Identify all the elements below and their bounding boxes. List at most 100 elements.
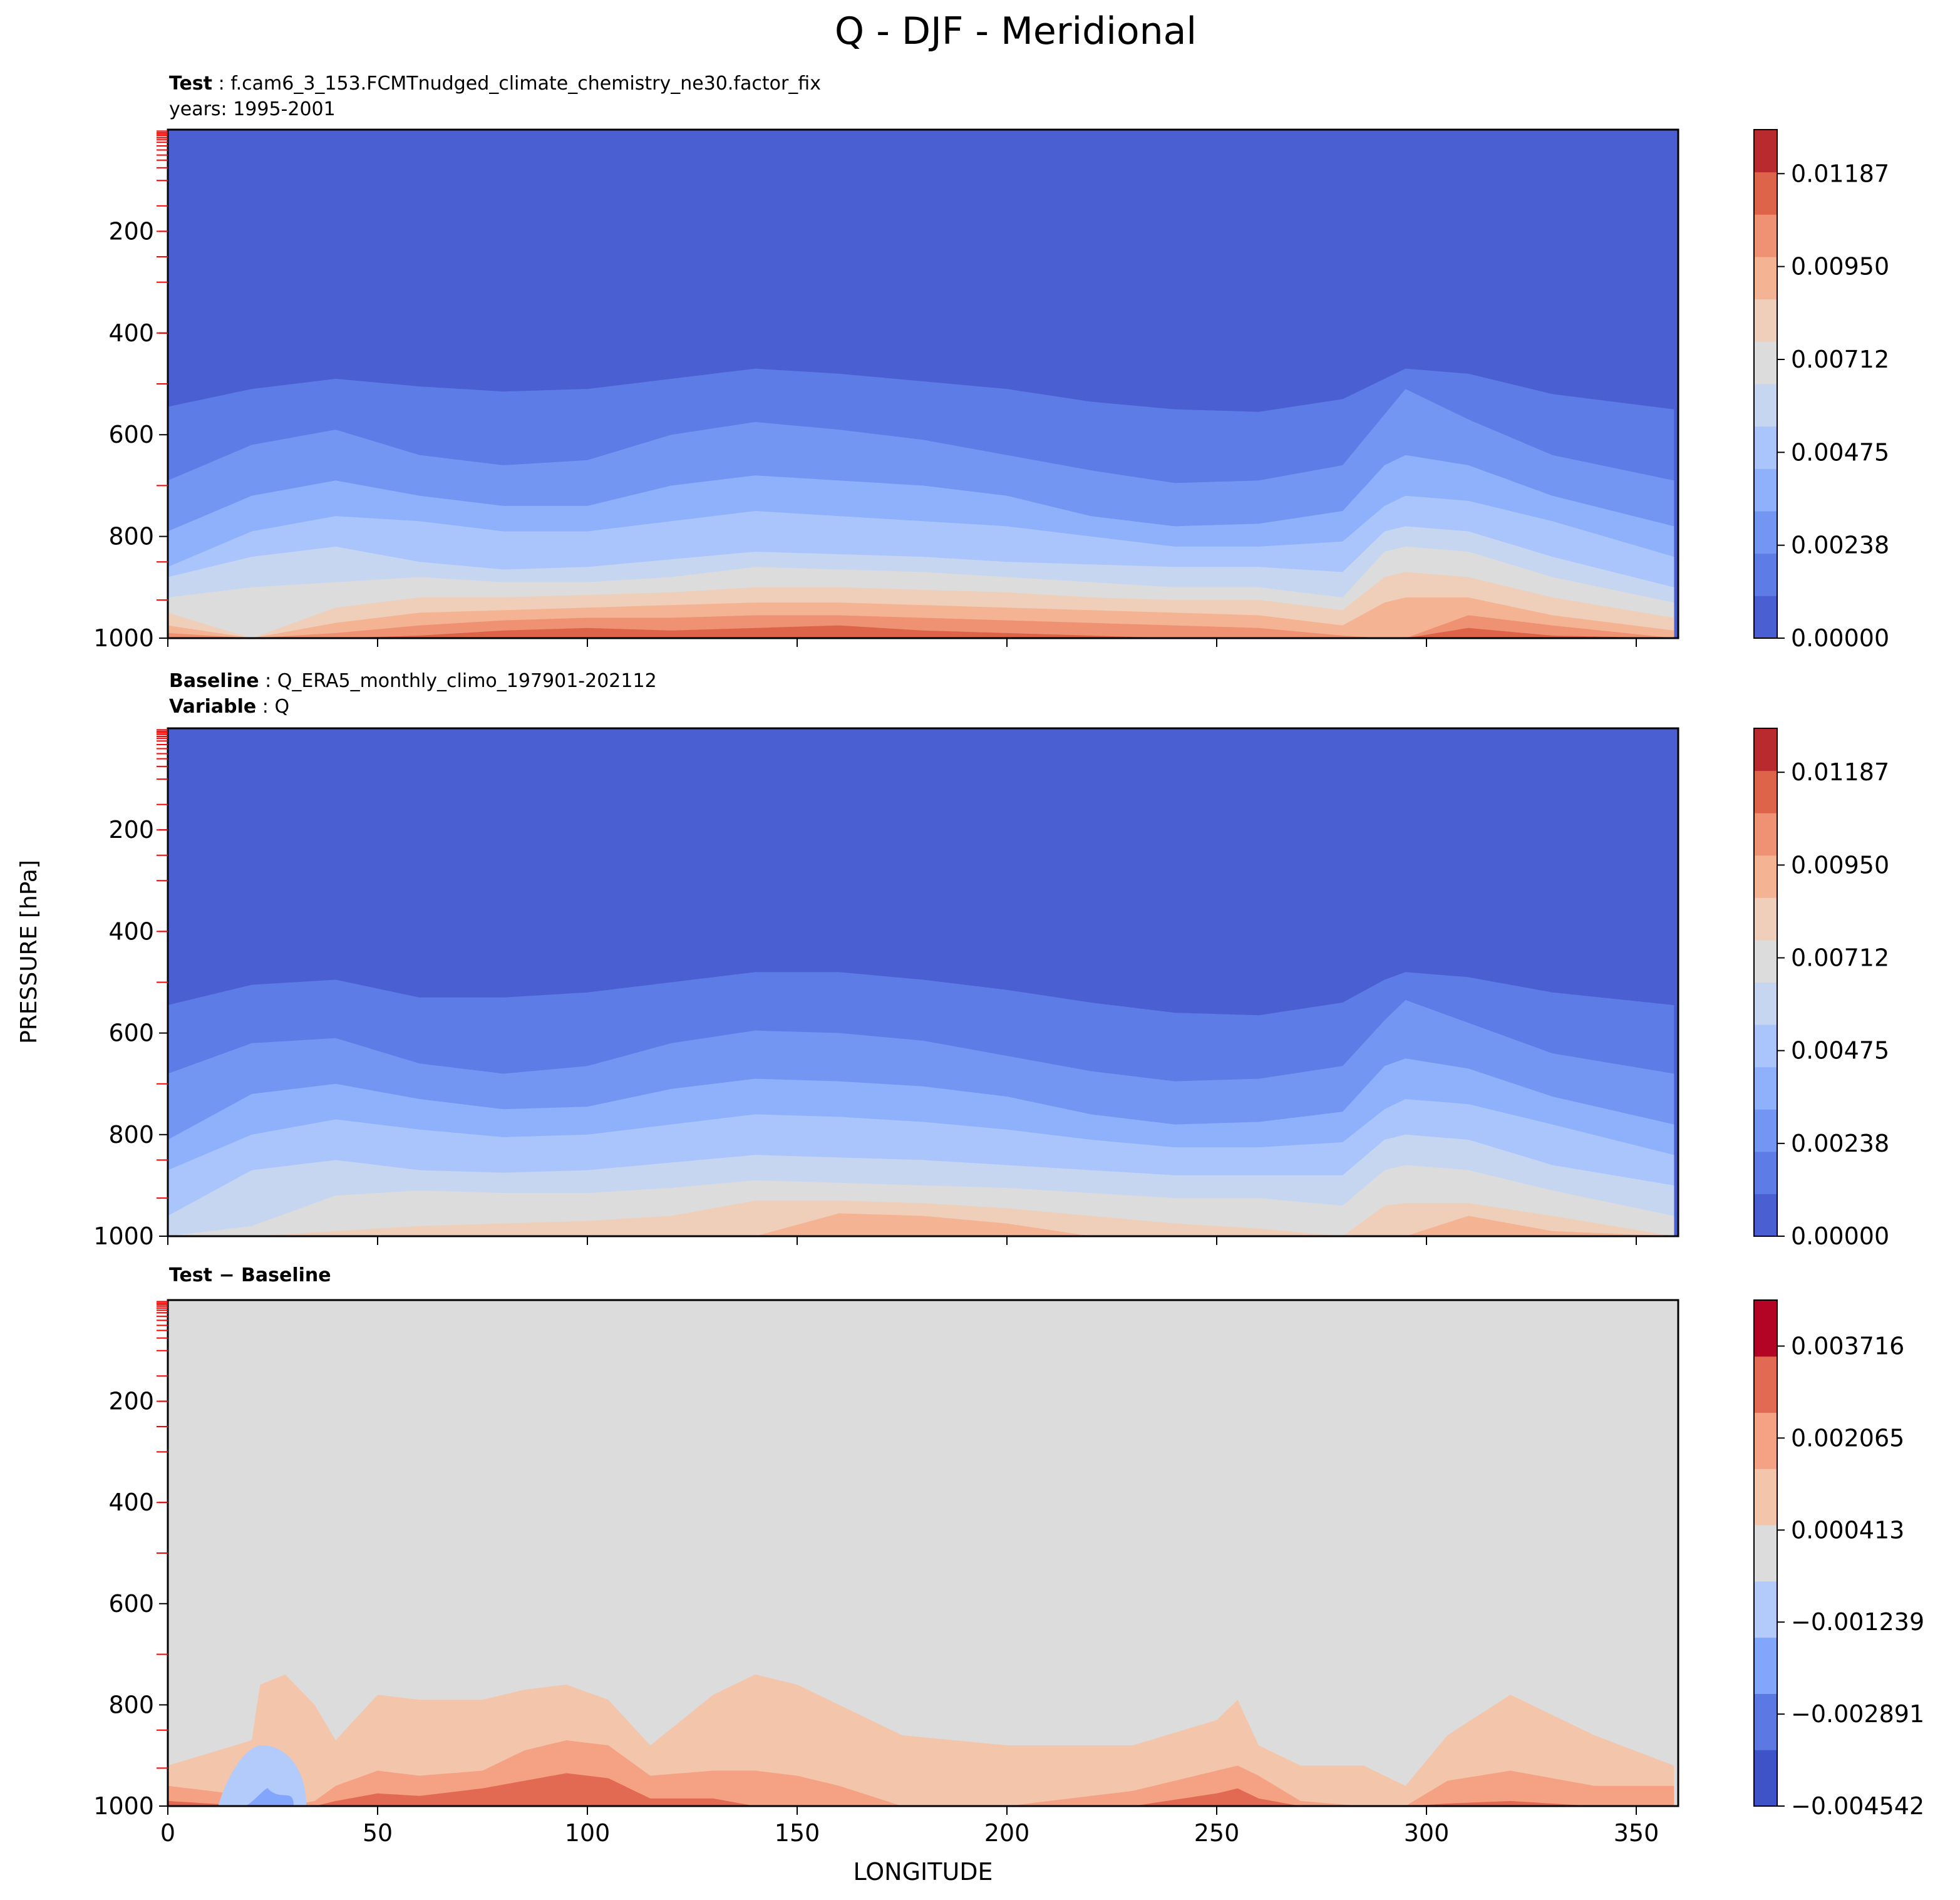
colorbar-tick-label: 0.002065 bbox=[1791, 1424, 1904, 1452]
colorbar-level bbox=[1754, 1693, 1777, 1750]
y-tick-label: 600 bbox=[108, 1590, 154, 1618]
colorbar-level bbox=[1754, 1066, 1777, 1110]
panel-3-negative-core bbox=[243, 1788, 294, 1807]
colorbar-frame bbox=[1753, 1299, 1778, 1807]
y-tick-label: 800 bbox=[108, 1691, 154, 1718]
colorbar-level bbox=[1754, 1750, 1777, 1807]
panel-3-negative-region bbox=[218, 1745, 307, 1806]
colorbar-tick-label: 0.00000 bbox=[1791, 624, 1889, 652]
panel-2-header-line-1: Baseline : Q_ERA5_monthly_climo_197901-2… bbox=[169, 670, 657, 692]
x-tick-label: 200 bbox=[984, 1819, 1030, 1847]
colorbar-tick-label: 0.00475 bbox=[1791, 438, 1889, 466]
y-tick-label: 1000 bbox=[93, 1792, 154, 1820]
figure-suptitle: Q - DJF - Meridional bbox=[835, 9, 1197, 53]
colorbar-level bbox=[1754, 1151, 1777, 1194]
colorbar-level bbox=[1754, 1469, 1777, 1526]
colorbar-level bbox=[1754, 1300, 1777, 1357]
colorbar-level bbox=[1754, 214, 1777, 257]
colorbar-level bbox=[1754, 299, 1777, 342]
colorbar-level bbox=[1754, 384, 1777, 427]
x-tick-label: 50 bbox=[363, 1819, 393, 1847]
y-tick-label: 400 bbox=[108, 1489, 154, 1516]
colorbar-tick-label: 0.000413 bbox=[1791, 1516, 1904, 1544]
colorbar-level bbox=[1754, 1356, 1777, 1413]
x-tick-label: 300 bbox=[1404, 1819, 1450, 1847]
panel-1-axes: 200 400 600 800 1000 bbox=[93, 128, 1679, 652]
colorbar-level bbox=[1754, 426, 1777, 469]
colorbar-level bbox=[1754, 596, 1777, 639]
panel-3-header: Test − Baseline bbox=[169, 1264, 331, 1286]
colorbar-level bbox=[1754, 939, 1777, 983]
y-tick-label: 600 bbox=[108, 1020, 154, 1047]
y-tick-label: 800 bbox=[108, 1121, 154, 1149]
y-tick-label: 400 bbox=[108, 917, 154, 945]
y-tick-label: 200 bbox=[108, 217, 154, 245]
y-tick-label: 1000 bbox=[93, 1222, 154, 1250]
y-tick-label: 200 bbox=[108, 1388, 154, 1415]
colorbar-level bbox=[1754, 1025, 1777, 1068]
colorbar-level bbox=[1754, 553, 1777, 596]
colorbar-tick-label: 0.00712 bbox=[1791, 346, 1889, 373]
colorbar-level bbox=[1754, 468, 1777, 512]
panel-3-header-line-1: Test − Baseline bbox=[169, 1264, 331, 1286]
colorbar-frame bbox=[1753, 129, 1778, 639]
y-tick-label: 1000 bbox=[93, 624, 154, 652]
colorbar-tick-label: 0.01187 bbox=[1791, 758, 1889, 786]
panel-3-contours bbox=[168, 1300, 1678, 1807]
y-tick-label: 400 bbox=[108, 319, 154, 347]
x-tick-label: 150 bbox=[775, 1819, 820, 1847]
panel-2-colorbar: 0.00000 0.00238 0.00475 0.00712 0.00950 0.011… bbox=[1753, 728, 1889, 1250]
colorbar-level bbox=[1754, 511, 1777, 554]
panel-2-header-line-2: Variable : Q bbox=[169, 696, 289, 718]
colorbar-level bbox=[1754, 982, 1777, 1025]
colorbar-tick-label: 0.00238 bbox=[1791, 1130, 1889, 1157]
y-tick-label: 600 bbox=[108, 421, 154, 448]
x-tick-label: 0 bbox=[160, 1819, 175, 1847]
colorbar-tick-label: 0.00238 bbox=[1791, 532, 1889, 559]
colorbar-frame bbox=[1753, 728, 1778, 1237]
panel-1-colorbar: 0.00000 0.00238 0.00475 0.00712 0.00950 0.011… bbox=[1753, 129, 1889, 652]
colorbar-level bbox=[1754, 1412, 1777, 1469]
colorbar-tick-label: −0.004542 bbox=[1791, 1792, 1924, 1820]
colorbar-level bbox=[1754, 1581, 1777, 1638]
colorbar-tick-label: 0.003716 bbox=[1791, 1332, 1904, 1360]
x-tick-label: 350 bbox=[1614, 1819, 1659, 1847]
x-tick-label: 250 bbox=[1194, 1819, 1240, 1847]
y-tick-label: 200 bbox=[108, 816, 154, 844]
colorbar-level bbox=[1754, 813, 1777, 856]
panel-3-colorbar: −0.004542 −0.002891 −0.001239 0.000413 0.002… bbox=[1753, 1299, 1924, 1820]
x-tick-label: 100 bbox=[565, 1819, 611, 1847]
colorbar-level bbox=[1754, 1525, 1777, 1582]
panel-1-header-line-1: Test : f.cam6_3_153.FCMTnudged_climate_c… bbox=[169, 73, 821, 95]
colorbar-tick-label: 0.00000 bbox=[1791, 1222, 1889, 1250]
colorbar-level bbox=[1754, 770, 1777, 813]
panel-3-contour-level-0.0037 bbox=[168, 1773, 1674, 1806]
colorbar-level bbox=[1754, 341, 1777, 385]
colorbar-tick-label: 0.00712 bbox=[1791, 944, 1889, 972]
colorbar-tick-label: 0.00475 bbox=[1791, 1037, 1889, 1065]
colorbar-level bbox=[1754, 1637, 1777, 1694]
colorbar-tick-label: 0.00950 bbox=[1791, 851, 1889, 879]
panel-2-header: Baseline : Q_ERA5_monthly_climo_197901-2… bbox=[169, 670, 657, 718]
colorbar-level bbox=[1754, 855, 1777, 898]
colorbar-level bbox=[1754, 130, 1777, 173]
panel-2-contour-level-0.0071 bbox=[168, 1165, 1674, 1236]
colorbar-level bbox=[1754, 897, 1777, 941]
panel-2-contours bbox=[168, 728, 1678, 1236]
panel-2-axes: 200 400 600 800 1000 bbox=[93, 727, 1679, 1250]
colorbar-tick-label: 0.00950 bbox=[1791, 253, 1889, 281]
colorbar-level bbox=[1754, 1194, 1777, 1237]
y-tick-label: 800 bbox=[108, 523, 154, 550]
colorbar-level bbox=[1754, 257, 1777, 300]
figure-ylabel: PRESSURE [hPa] bbox=[16, 860, 42, 1044]
colorbar-level bbox=[1754, 1109, 1777, 1152]
colorbar-tick-label: −0.001239 bbox=[1791, 1608, 1924, 1636]
figure-xlabel: LONGITUDE bbox=[853, 1858, 993, 1886]
panel-1-contour-level-0.0119 bbox=[168, 625, 1674, 638]
colorbar-level bbox=[1754, 172, 1777, 215]
panel-1-header-line-2: years: 1995-2001 bbox=[169, 98, 336, 120]
colorbar-tick-label: −0.002891 bbox=[1791, 1700, 1924, 1728]
